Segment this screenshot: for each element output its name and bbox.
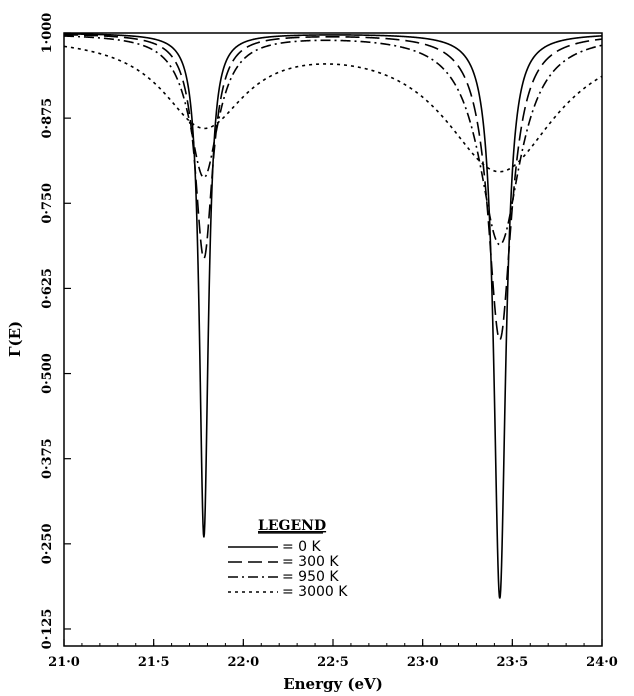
x-tick-label: 22·0 [227,655,259,670]
y-axis-ticks: 0·125 0·250 0·375 0·500 0·625 0·750 0·875 1·000 [40,13,71,650]
y-tick-label: 0·375 [40,438,55,479]
series-line [64,33,603,599]
legend-label: = 3000 K [282,584,348,600]
x-tick-label: 21·0 [48,655,80,670]
y-axis-label: Γ(E) [6,321,24,357]
x-tick-label: 24·0 [586,655,618,670]
y-tick-label: 1·000 [40,13,55,54]
y-tick-label: 0·250 [40,523,55,564]
x-tick-label: 22·5 [317,655,349,670]
x-tick-label: 23·0 [407,655,439,670]
y-tick-label: 0·875 [40,98,55,139]
legend-title: LEGEND [258,518,326,534]
x-axis-ticks: 21·0 21·5 22·0 22·5 23·0 23·5 24·0 [48,639,618,670]
y-tick-label: 0·125 [40,609,55,650]
series-line [63,33,603,341]
legend-label: = 950 K [282,569,339,585]
series-lines [63,33,603,599]
x-axis-label: Energy (eV) [283,675,383,693]
legend-label: = 300 K [282,554,339,570]
legend: LEGEND = 0 K= 300 K= 950 K= 3000 K [228,518,348,600]
series-line [63,35,603,246]
y-tick-label: 0·625 [40,268,55,309]
series-line [63,45,603,173]
y-tick-label: 0·750 [40,183,55,224]
x-tick-label: 21·5 [138,655,170,670]
legend-label: = 0 K [282,539,322,555]
x-tick-label: 23·5 [496,655,528,670]
y-tick-label: 0·500 [40,353,55,394]
